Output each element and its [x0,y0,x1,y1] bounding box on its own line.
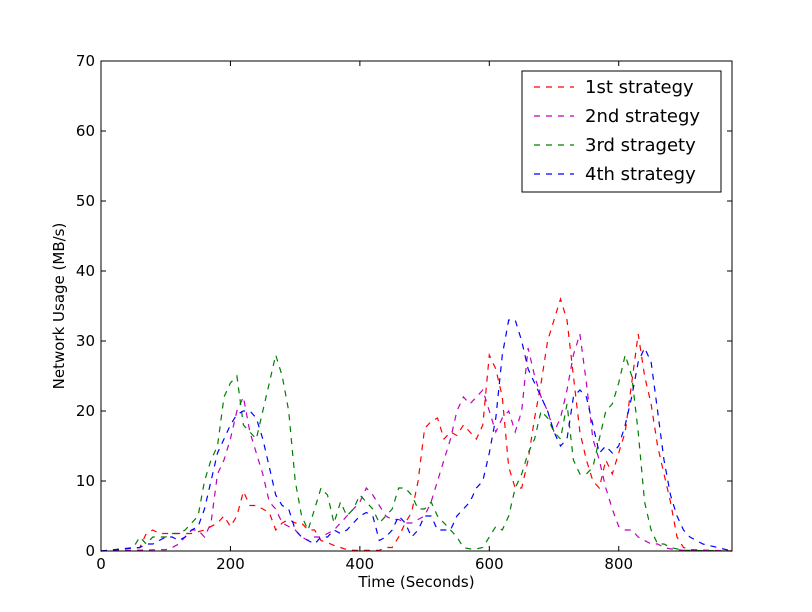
legend-label-3: 3rd stragety [585,135,696,156]
y-tick-label: 60 [76,122,95,140]
series-layer [100,296,733,552]
x-tick-label: 800 [604,555,633,573]
y-axis-label: Network Usage (MB/s) [50,223,68,390]
plot-frame [100,60,733,552]
legend-label-4: 4th strategy [585,164,696,185]
ticks-layer: 0 200 400 600 800 0 10 20 30 40 50 60 70 [76,52,732,573]
x-tick-label: 200 [216,555,245,573]
series-line-1 [100,296,733,552]
y-tick-label: 20 [76,402,95,420]
y-tick-label: 30 [76,332,95,350]
legend-label-1: 1st strategy [585,77,694,98]
series-line-3 [100,352,733,552]
x-tick-label: 400 [346,555,375,573]
legend: 1st strategy 2nd strategy 3rd stragety 4th … [521,70,722,193]
y-tick-label: 40 [76,262,95,280]
series-line-2 [100,333,733,552]
y-tick-label: 50 [76,192,95,210]
legend-label-2: 2nd strategy [585,106,700,127]
x-axis-label: Time (Seconds) [357,573,474,591]
legend-box [521,70,722,193]
x-tick-label: 0 [96,555,106,573]
y-tick-label: 10 [76,472,95,490]
y-tick-label: 0 [85,542,95,560]
x-tick-label: 600 [475,555,504,573]
y-tick-label: 70 [76,52,95,70]
series-line-4 [100,319,733,552]
